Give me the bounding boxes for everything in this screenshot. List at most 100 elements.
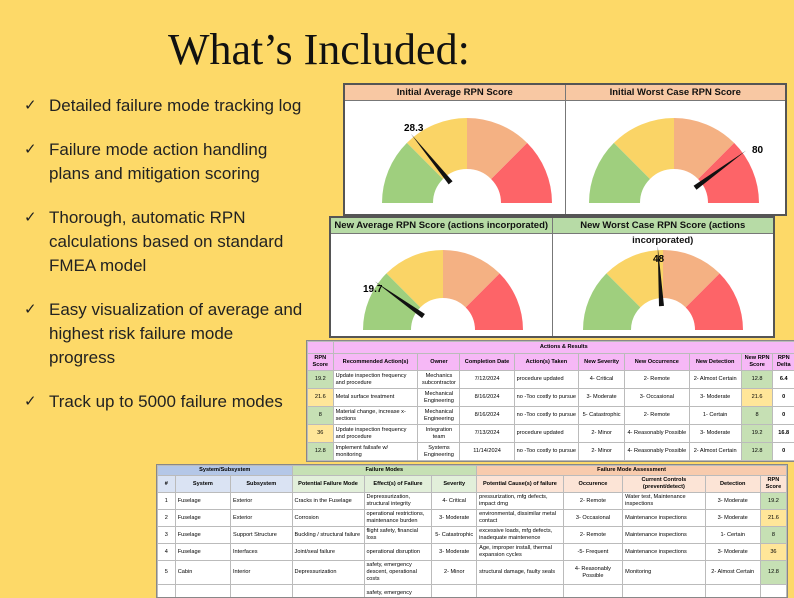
column-header: Current Controls (prevent/detect) <box>623 476 705 493</box>
feature-item: ✓Failure mode action handling plans and … <box>24 138 304 186</box>
column-header: Detection <box>705 476 760 493</box>
feature-text: Easy visualization of average and highes… <box>49 300 302 367</box>
table-cell: no -Too costly to pursue <box>514 389 578 407</box>
table-cell: Implement failsafe w/ monitoring <box>333 443 418 461</box>
table-cell: 2- Minor <box>579 443 625 461</box>
table-cell: Metal surface treatment <box>333 389 418 407</box>
table-cell: Fuselage <box>175 544 230 561</box>
column-header: Effect(s) of Failure <box>364 476 432 493</box>
gauge-value-label: 28.3 <box>404 123 424 134</box>
table-cell: Material change, increase x-sections <box>333 407 418 425</box>
initial-worst-gauge: Initial Worst Case RPN Score 80 <box>566 85 786 214</box>
table-cell: 0 <box>773 389 794 407</box>
table-cell: 12.8 <box>308 443 334 461</box>
table-row: 1 Fuselage Exterior Cracks in the Fusela… <box>158 493 787 510</box>
table-cell: safety, emergency descent, operational c… <box>364 561 432 585</box>
table-row: 2 Fuselage Exterior Corrosion operationa… <box>158 510 787 527</box>
table-cell: Maintenance inspections <box>623 544 705 561</box>
table-cell: Interior <box>231 561 293 585</box>
table-cell: 2- Remote <box>625 371 689 389</box>
table-cell: 4- Reasonably Possible <box>625 443 689 461</box>
gauge-value-label: 19.7 <box>363 284 383 295</box>
table-cell: Buckling / structural failure <box>292 527 364 544</box>
table-cell: 7/13/2024 <box>460 425 514 443</box>
table-cell: 1- Certain <box>705 527 760 544</box>
table-row: 36 Update inspection frequency and proce… <box>308 425 794 443</box>
column-header: Severity <box>432 476 477 493</box>
table-cell: excessive loads, mfg defects, inadequate… <box>477 527 564 544</box>
table-cell: 3- Moderate <box>689 389 741 407</box>
table-cell: 19.2 <box>741 425 773 443</box>
column-header: Subsystem <box>231 476 293 493</box>
table-cell: 4- Critical <box>579 371 625 389</box>
table-cell: 2- Remote <box>563 493 622 510</box>
table-cell: 2- Remote <box>625 407 689 425</box>
column-header: # <box>158 476 176 493</box>
table-cell: 3- Moderate <box>689 425 741 443</box>
table-cell: no -Too costly to pursue <box>514 407 578 425</box>
initial-gauge-panel: Initial Average RPN Score 28.3 Initial W… <box>343 83 787 216</box>
feature-list: ✓Detailed failure mode tracking log ✓Fai… <box>24 94 304 434</box>
table-cell: 2 <box>158 510 176 527</box>
table-row: 3 Fuselage Support Structure Buckling / … <box>158 527 787 544</box>
table-cell: 3- Occasional <box>625 389 689 407</box>
column-header: RPN Score <box>308 354 334 371</box>
table-cell: 8/16/2024 <box>460 407 514 425</box>
column-header: Potential Cause(s) of failure <box>477 476 564 493</box>
table-cell: Cracks in the Fuselage <box>292 493 364 510</box>
initial-average-gauge: Initial Average RPN Score 28.3 <box>345 85 566 214</box>
gauge-title: New Worst Case RPN Score (actions incorp… <box>553 218 774 234</box>
table-cell: 36 <box>760 544 786 561</box>
table-cell: Fuselage <box>175 527 230 544</box>
feature-item: ✓ Easy visualization of average and highe… <box>24 298 304 370</box>
checkmark-icon: ✓ <box>24 298 37 322</box>
table-cell: Fuselage <box>175 493 230 510</box>
table-cell: 3- Moderate <box>705 493 760 510</box>
table-cell: Water test, Maintenance inspections <box>623 493 705 510</box>
table-cell: 21.6 <box>741 389 773 407</box>
table-cell: 3- Moderate <box>705 510 760 527</box>
table-cell: Age, improper install, thermal expansion… <box>477 544 564 561</box>
feature-text: Track up to 5000 failure modes <box>49 392 283 411</box>
table-cell: 4- Reasonably Possible <box>625 425 689 443</box>
table-cell: 4- Reasonably Possible <box>563 561 622 585</box>
feature-text: Failure mode action handling plans and m… <box>49 140 267 183</box>
table-cell: Exterior <box>231 493 293 510</box>
gauge-title: New Average RPN Score (actions incorpora… <box>331 218 552 234</box>
gauge-chart: 19.7 <box>331 234 549 339</box>
feature-item: ✓Detailed failure mode tracking log <box>24 94 304 118</box>
table-cell: Update inspection frequency and procedur… <box>333 425 418 443</box>
table-cell: 2- Remote <box>563 527 622 544</box>
table-row: 5 Cabin Interior Depressurization safety… <box>158 561 787 585</box>
table-cell: Mechanical Engineering <box>418 407 460 425</box>
table-cell: 3- Moderate <box>432 510 477 527</box>
table-cell: pressurization, mfg defects, impact dmg <box>477 493 564 510</box>
new-average-gauge: New Average RPN Score (actions incorpora… <box>331 218 553 336</box>
table-cell: 1- Certain <box>689 407 741 425</box>
gauge-value-label: 80 <box>752 145 764 156</box>
table-cell: Systems Engineering <box>418 443 460 461</box>
feature-text: Detailed failure mode tracking log <box>49 96 301 115</box>
table-cell: 12.8 <box>741 443 773 461</box>
gauge-chart: 80 <box>566 101 778 216</box>
column-header: New Occurrence <box>625 354 689 371</box>
table-cell: procedure updated <box>514 425 578 443</box>
table-cell: 5- Catastrophic <box>432 527 477 544</box>
table-cell: 2- Almost Certain <box>689 443 741 461</box>
table-cell: 4- Critical <box>432 493 477 510</box>
table-row: 19.2 Update inspection frequency and pro… <box>308 371 794 389</box>
checkmark-icon: ✓ <box>24 206 37 230</box>
table-cell: 12.8 <box>741 371 773 389</box>
table-cell: 6.4 <box>773 371 794 389</box>
table-cell: 8 <box>741 407 773 425</box>
new-worst-gauge: New Worst Case RPN Score (actions incorp… <box>553 218 774 336</box>
table-row: 12.8 Implement failsafe w/ monitoring Sy… <box>308 443 794 461</box>
group-header: Failure Mode Assessment <box>477 466 787 476</box>
table-cell: 11/14/2024 <box>460 443 514 461</box>
table-cell: 2- Minor <box>432 561 477 585</box>
checkmark-icon: ✓ <box>24 390 37 414</box>
table-cell: 12.8 <box>760 561 786 585</box>
gauge-title: Initial Worst Case RPN Score <box>566 85 786 101</box>
feature-text: Thorough, automatic RPN calculations bas… <box>49 208 283 275</box>
column-header: Completion Date <box>460 354 514 371</box>
